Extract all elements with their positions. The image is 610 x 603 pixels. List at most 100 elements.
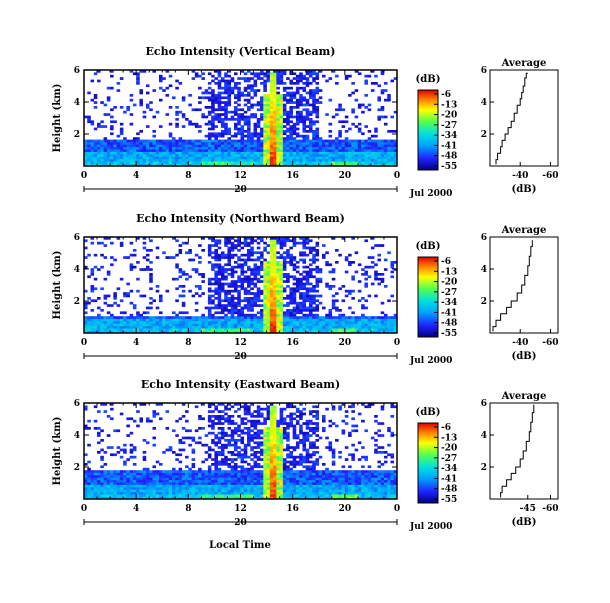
heatmap-cell — [368, 137, 372, 140]
heatmap-cell — [267, 319, 271, 322]
heatmap-cell — [241, 489, 245, 492]
heatmap-cell — [273, 142, 277, 145]
heatmap-cell — [133, 482, 137, 485]
heatmap-cell — [345, 156, 349, 159]
heatmap-cell — [208, 417, 212, 420]
heatmap-cell — [237, 249, 241, 252]
heatmap-cell — [182, 159, 186, 162]
heatmap-cell — [159, 326, 163, 329]
heatmap-cell — [280, 275, 284, 278]
heatmap-cell — [179, 453, 183, 456]
heatmap-cell — [234, 477, 238, 480]
heatmap-cell — [110, 477, 114, 480]
average-profile-line — [496, 73, 528, 164]
heatmap-cell — [309, 287, 313, 290]
heatmap-cell — [192, 482, 196, 485]
heatmap-cell — [152, 485, 156, 488]
heatmap-cell — [117, 159, 121, 162]
heatmap-cell — [214, 263, 218, 266]
heatmap-cell — [123, 482, 127, 485]
heatmap-cell — [390, 266, 394, 269]
heatmap-cell — [97, 482, 101, 485]
heatmap-cell — [315, 130, 319, 133]
heatmap-cell — [107, 446, 111, 449]
heatmap-cell — [296, 135, 300, 138]
heatmap-cell — [198, 482, 202, 485]
heatmap-cell — [384, 99, 388, 102]
heatmap-cell — [371, 89, 375, 92]
heatmap-cell — [241, 259, 245, 262]
heatmap-cell — [195, 154, 199, 157]
heatmap-cell — [306, 72, 310, 75]
heatmap-cell — [195, 470, 199, 473]
heatmap-cell — [221, 144, 225, 147]
heatmap-cell — [260, 142, 264, 145]
heatmap-cell — [267, 75, 271, 78]
heatmap-cell — [198, 470, 202, 473]
colorbar-label: -48 — [441, 152, 457, 162]
heatmap-cell — [126, 475, 130, 478]
heatmap-cell — [126, 485, 130, 488]
heatmap-cell — [146, 319, 150, 322]
heatmap-cell — [94, 328, 98, 331]
heatmap-cell — [273, 304, 277, 307]
heatmap-cell — [192, 144, 196, 147]
heatmap-cell — [286, 326, 290, 329]
heatmap-cell — [175, 475, 179, 478]
heatmap-cell — [133, 142, 137, 145]
heatmap-cell — [149, 482, 153, 485]
heatmap-cell — [107, 113, 111, 116]
heatmap-cell — [231, 494, 235, 497]
heatmap-cell — [338, 319, 342, 322]
heatmap-cell — [302, 87, 306, 90]
heatmap-cell — [267, 314, 271, 317]
heatmap-cell — [188, 156, 192, 159]
heatmap-cell — [241, 420, 245, 423]
heatmap-cell — [175, 111, 179, 114]
heatmap-cell — [270, 104, 274, 107]
heatmap-cell — [198, 144, 202, 147]
heatmap-cell — [260, 77, 264, 80]
heatmap-cell — [100, 323, 104, 326]
heatmap-cell — [211, 319, 215, 322]
heatmap-cell — [143, 485, 147, 488]
heatmap-cell — [162, 451, 166, 454]
heatmap-cell — [172, 149, 176, 152]
heatmap-cell — [309, 295, 313, 298]
heatmap-cell — [309, 142, 313, 145]
heatmap-cell — [241, 482, 245, 485]
heatmap-cell — [208, 311, 212, 314]
heatmap-cell — [107, 321, 111, 324]
heatmap-cell — [205, 135, 209, 138]
heatmap-cell — [123, 492, 127, 495]
heatmap-cell — [211, 154, 215, 157]
heatmap-cell — [267, 321, 271, 324]
heatmap-cell — [335, 140, 339, 143]
heatmap-cell — [175, 473, 179, 476]
heatmap-cell — [237, 89, 241, 92]
heatmap-cell — [267, 140, 271, 143]
heatmap-cell — [208, 254, 212, 257]
heatmap-cell — [267, 295, 271, 298]
heatmap-cell — [296, 159, 300, 162]
heatmap-cell — [182, 487, 186, 490]
heatmap-cell — [348, 156, 352, 159]
heatmap-cell — [234, 266, 238, 269]
heatmap-cell — [159, 480, 163, 483]
heatmap-cell — [257, 429, 261, 432]
heatmap-cell — [172, 154, 176, 157]
heatmap-cell — [231, 271, 235, 274]
heatmap-cell — [182, 449, 186, 452]
heatmap-cell — [270, 302, 274, 305]
heatmap-cell — [368, 75, 372, 78]
heatmap-cell — [283, 99, 287, 102]
heatmap-cell — [276, 159, 280, 162]
heatmap-cell — [306, 316, 310, 319]
heatmap-cell — [234, 473, 238, 476]
y-tick-label: 2 — [74, 130, 80, 140]
heatmap-cell — [208, 144, 212, 147]
heatmap-cell — [130, 319, 134, 322]
heatmap-cell — [319, 144, 323, 147]
heatmap-cell — [283, 290, 287, 293]
heatmap-cell — [221, 307, 225, 310]
